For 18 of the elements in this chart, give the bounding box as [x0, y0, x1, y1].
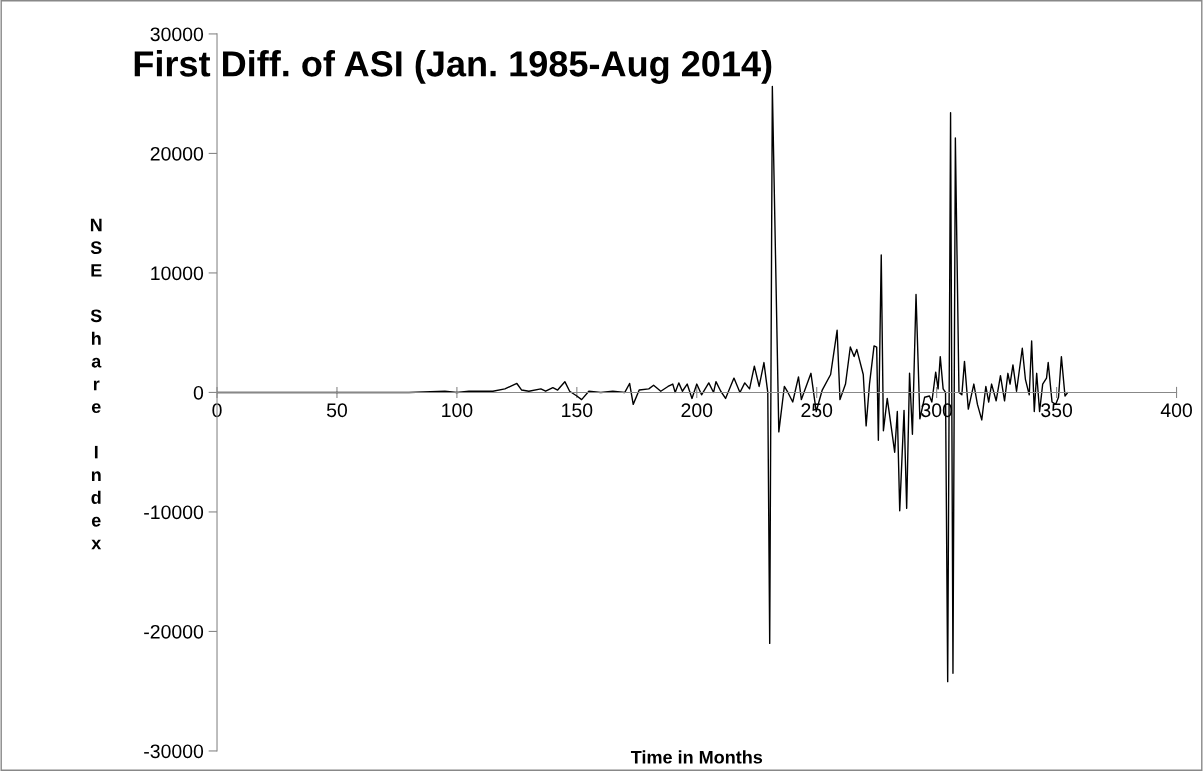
x-tick-label: 350: [1041, 403, 1073, 418]
chart-title: First Diff. of ASI (Jan. 1985-Aug 2014): [134, 50, 772, 84]
x-tick-label: 50: [326, 403, 348, 418]
y-tick-label: -10000: [144, 505, 204, 520]
y-tick-label: -30000: [144, 744, 204, 759]
x-tick-label: 250: [801, 403, 833, 418]
x-tick-label: 100: [442, 403, 473, 418]
y-tick-label: 10000: [151, 266, 204, 281]
y-tick-label: 20000: [150, 146, 204, 161]
x-tick-label: 150: [562, 403, 593, 418]
y-tick-label: -20000: [144, 624, 204, 639]
x-tick-label: 0: [212, 403, 222, 418]
y-tick-label: 0: [193, 385, 204, 400]
x-tick-label: 400: [1160, 403, 1192, 418]
x-axis-title: Time in Months: [630, 750, 763, 764]
x-tick-label: 200: [681, 403, 713, 418]
y-tick-label: 30000: [150, 27, 204, 42]
text: NSE Share Index: [90, 218, 102, 550]
